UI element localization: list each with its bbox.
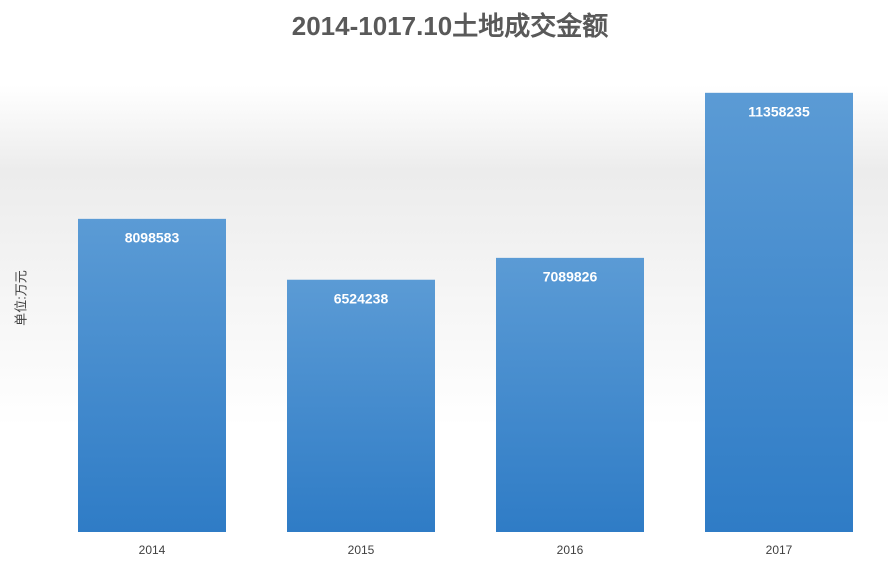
data-label: 11358235 — [748, 104, 810, 120]
chart-title: 2014-1017.10土地成交金额 — [292, 11, 608, 41]
data-label: 7089826 — [543, 269, 598, 285]
bar — [287, 279, 435, 532]
x-tick-label: 2014 — [139, 543, 166, 557]
x-tick-label: 2015 — [348, 543, 375, 557]
y-axis-label: 单位:万元 — [13, 270, 28, 326]
bar — [705, 92, 853, 532]
bar — [496, 257, 644, 532]
data-label: 6524238 — [334, 290, 389, 306]
data-label: 8098583 — [125, 230, 180, 246]
x-tick-label: 2017 — [766, 543, 793, 557]
bar — [78, 218, 226, 532]
x-tick-label: 2016 — [557, 543, 584, 557]
